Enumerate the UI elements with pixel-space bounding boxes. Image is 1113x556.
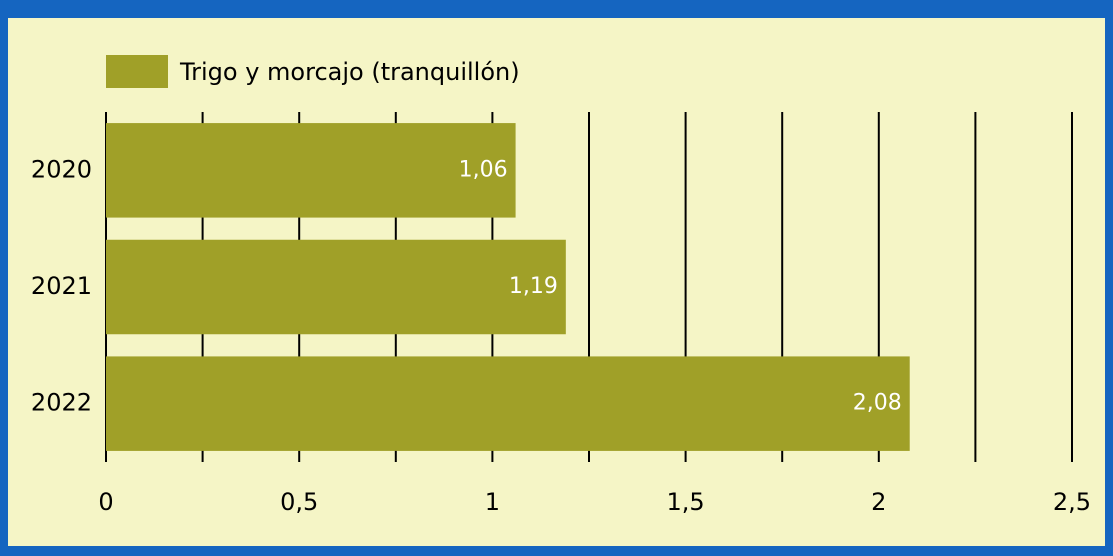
value-label: 1,19 bbox=[509, 274, 558, 299]
chart: Trigo y morcajo (tranquillón) 0 0,5 1 1,5 2 2,… bbox=[8, 18, 1105, 546]
x-tick-label: 2 bbox=[871, 488, 886, 516]
y-tick-label: 2022 bbox=[31, 389, 92, 417]
x-tick-label: 0,5 bbox=[280, 488, 318, 516]
y-tick-label: 2020 bbox=[31, 155, 92, 183]
bar bbox=[106, 356, 910, 451]
x-tick-label: 1,5 bbox=[667, 488, 705, 516]
legend-label: Trigo y morcajo (tranquillón) bbox=[179, 58, 520, 86]
x-tick-label: 2,5 bbox=[1053, 488, 1091, 516]
legend-swatch bbox=[106, 55, 168, 88]
x-tick-label: 0 bbox=[98, 488, 113, 516]
y-tick-label: 2021 bbox=[31, 272, 92, 300]
value-label: 1,06 bbox=[459, 157, 508, 182]
value-label: 2,08 bbox=[853, 391, 902, 416]
bar bbox=[106, 239, 566, 335]
bar bbox=[106, 123, 516, 218]
x-tick-label: 1 bbox=[485, 488, 500, 516]
